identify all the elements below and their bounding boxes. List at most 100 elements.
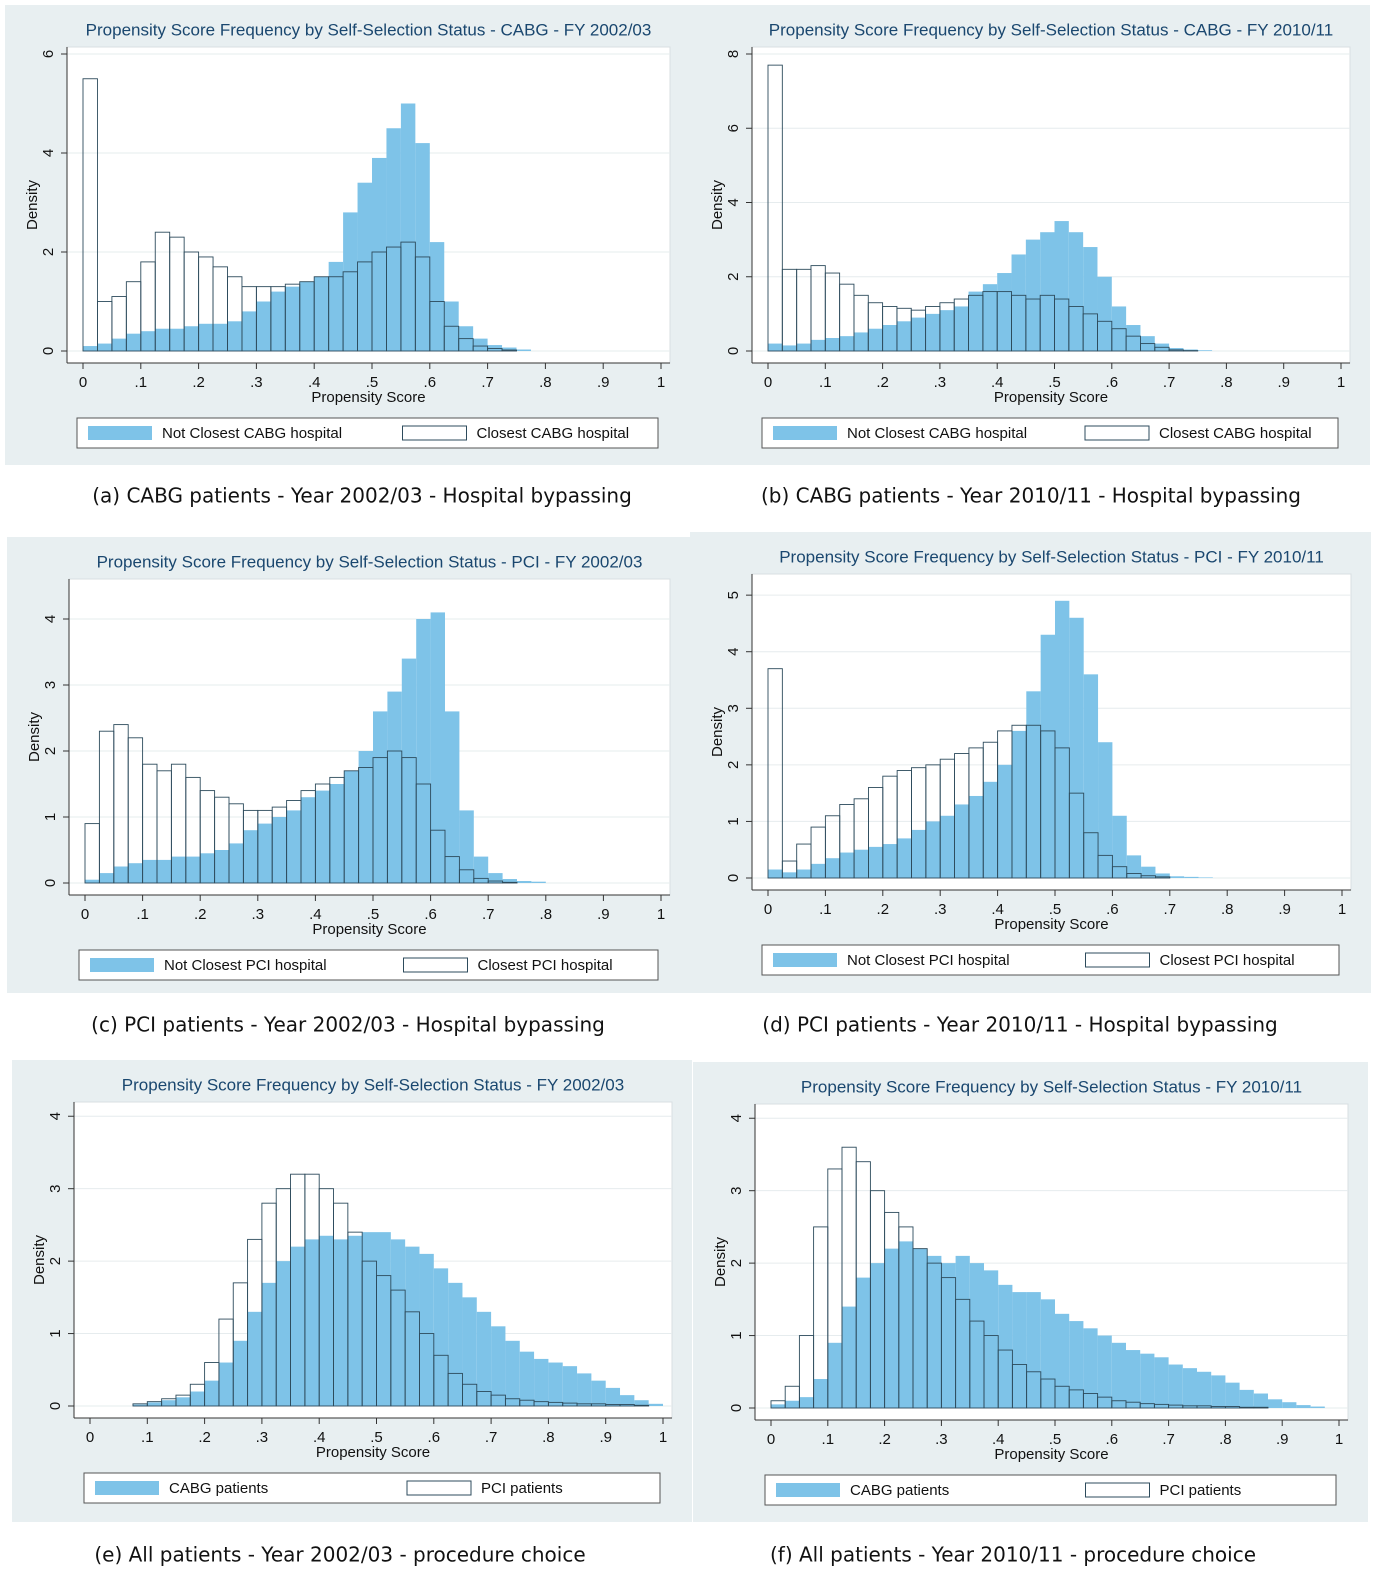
- x-tick-label: .8: [1219, 1431, 1232, 1448]
- histogram-bar: [927, 1256, 941, 1408]
- histogram-bar: [157, 860, 171, 883]
- chart-title: Propensity Score Frequency by Self-Selec…: [122, 1075, 624, 1094]
- histogram-bar: [1040, 232, 1054, 351]
- histogram-bar: [520, 1352, 534, 1406]
- histogram-bar: [502, 348, 516, 351]
- y-tick-label: 0: [42, 879, 59, 887]
- histogram-bar: [997, 273, 1011, 351]
- chart-title: Propensity Score Frequency by Self-Selec…: [779, 547, 1324, 566]
- histogram-bar: [488, 345, 502, 351]
- histogram-bar: [517, 881, 531, 883]
- legend-swatch: [1086, 1483, 1150, 1497]
- histogram-bar: [954, 306, 968, 351]
- legend-label: PCI patients: [1160, 1482, 1242, 1499]
- histogram-bar: [315, 791, 329, 883]
- legend-swatch: [1085, 426, 1149, 440]
- y-axis-label: Density: [26, 711, 43, 762]
- histogram-bar: [300, 282, 314, 351]
- y-tick-label: 4: [725, 198, 742, 206]
- histogram-bar: [941, 1263, 955, 1408]
- histogram-bar: [1084, 674, 1098, 878]
- x-tick-label: .1: [141, 1429, 154, 1446]
- histogram-bar: [797, 344, 811, 351]
- histogram-bar: [344, 771, 358, 883]
- histogram-bar: [591, 1381, 605, 1406]
- histogram-bar: [416, 619, 430, 883]
- legend-label: Not Closest PCI hospital: [164, 957, 327, 974]
- histogram-bar: [548, 1363, 562, 1406]
- x-axis-label: Propensity Score: [994, 1446, 1108, 1463]
- histogram-bar: [348, 1236, 362, 1406]
- y-tick-label: 8: [725, 50, 742, 58]
- histogram-bar: [1127, 855, 1141, 878]
- histogram-bar: [897, 321, 911, 351]
- y-tick-label: 3: [728, 1187, 745, 1195]
- histogram-bar: [402, 659, 416, 883]
- histogram-bar: [1240, 1390, 1254, 1408]
- histogram-bar: [983, 782, 997, 878]
- histogram-bar: [531, 882, 545, 883]
- caption: (b) CABG patients - Year 2010/11 - Hospi…: [761, 484, 1301, 508]
- histogram-bar: [319, 1236, 333, 1406]
- histogram-bar: [1112, 1343, 1126, 1408]
- histogram-bar: [503, 882, 517, 883]
- histogram-bar: [171, 857, 185, 883]
- histogram-bar: [1199, 877, 1213, 878]
- histogram-bar: [1183, 1368, 1197, 1408]
- histogram-bar: [1069, 618, 1083, 878]
- y-axis-label: Density: [31, 1234, 48, 1285]
- legend-swatch: [773, 953, 837, 967]
- histogram-bar: [431, 612, 445, 883]
- histogram-bar: [782, 872, 796, 878]
- histogram-bar: [434, 1268, 448, 1406]
- legend-swatch: [404, 958, 468, 972]
- chart-title: Propensity Score Frequency by Self-Selec…: [801, 1077, 1302, 1096]
- y-axis-label: Density: [712, 1236, 729, 1287]
- histogram-bar: [373, 711, 387, 883]
- histogram-bar: [256, 302, 270, 352]
- caption: (a) CABG patients - Year 2002/03 - Hospi…: [92, 484, 632, 508]
- histogram-bar: [83, 346, 97, 351]
- histogram-bar: [799, 1397, 813, 1408]
- histogram-bar: [1027, 1292, 1041, 1408]
- chart-title: Propensity Score Frequency by Self-Selec…: [769, 20, 1333, 39]
- histogram-bar: [147, 1402, 161, 1406]
- histogram-bar: [287, 810, 301, 883]
- histogram-bar: [970, 1263, 984, 1408]
- histogram-bar: [488, 873, 502, 883]
- x-tick-label: .3: [256, 1429, 269, 1446]
- histogram-bar: [1211, 1375, 1225, 1408]
- histogram-bar: [1268, 1399, 1282, 1408]
- histogram-bar: [1170, 876, 1184, 878]
- histogram-bar: [305, 1239, 319, 1406]
- histogram-bar: [840, 853, 854, 878]
- histogram-bar: [785, 1401, 799, 1408]
- y-tick-label: 4: [47, 1112, 64, 1120]
- x-axis-label: Propensity Score: [994, 916, 1108, 933]
- histogram-bar: [768, 870, 782, 878]
- histogram-bar: [386, 128, 400, 351]
- x-tick-label: .7: [1162, 1431, 1175, 1448]
- histogram-bar: [343, 212, 357, 351]
- histogram-bar: [1169, 1365, 1183, 1408]
- x-tick-label: 1: [1335, 1431, 1343, 1448]
- histogram-bar: [1240, 1407, 1254, 1408]
- histogram-bar: [200, 853, 214, 883]
- histogram-bar: [213, 324, 227, 351]
- x-tick-label: .8: [1220, 374, 1233, 391]
- x-tick-label: .2: [194, 906, 207, 923]
- x-tick-label: .3: [935, 1431, 948, 1448]
- histogram-bar: [940, 310, 954, 351]
- histogram-bar: [474, 857, 488, 883]
- histogram-bar: [448, 1283, 462, 1406]
- y-tick-label: 1: [47, 1329, 64, 1337]
- x-tick-label: 1: [1337, 374, 1345, 391]
- histogram-bar: [983, 284, 997, 351]
- legend-swatch: [407, 1481, 471, 1495]
- histogram-bar: [998, 1285, 1012, 1408]
- histogram-bar: [897, 838, 911, 878]
- histogram-bar: [1041, 1299, 1055, 1408]
- histogram-bar: [272, 817, 286, 883]
- caption: (e) All patients - Year 2002/03 - proced…: [94, 1543, 585, 1567]
- x-tick-label: 1: [659, 1429, 667, 1446]
